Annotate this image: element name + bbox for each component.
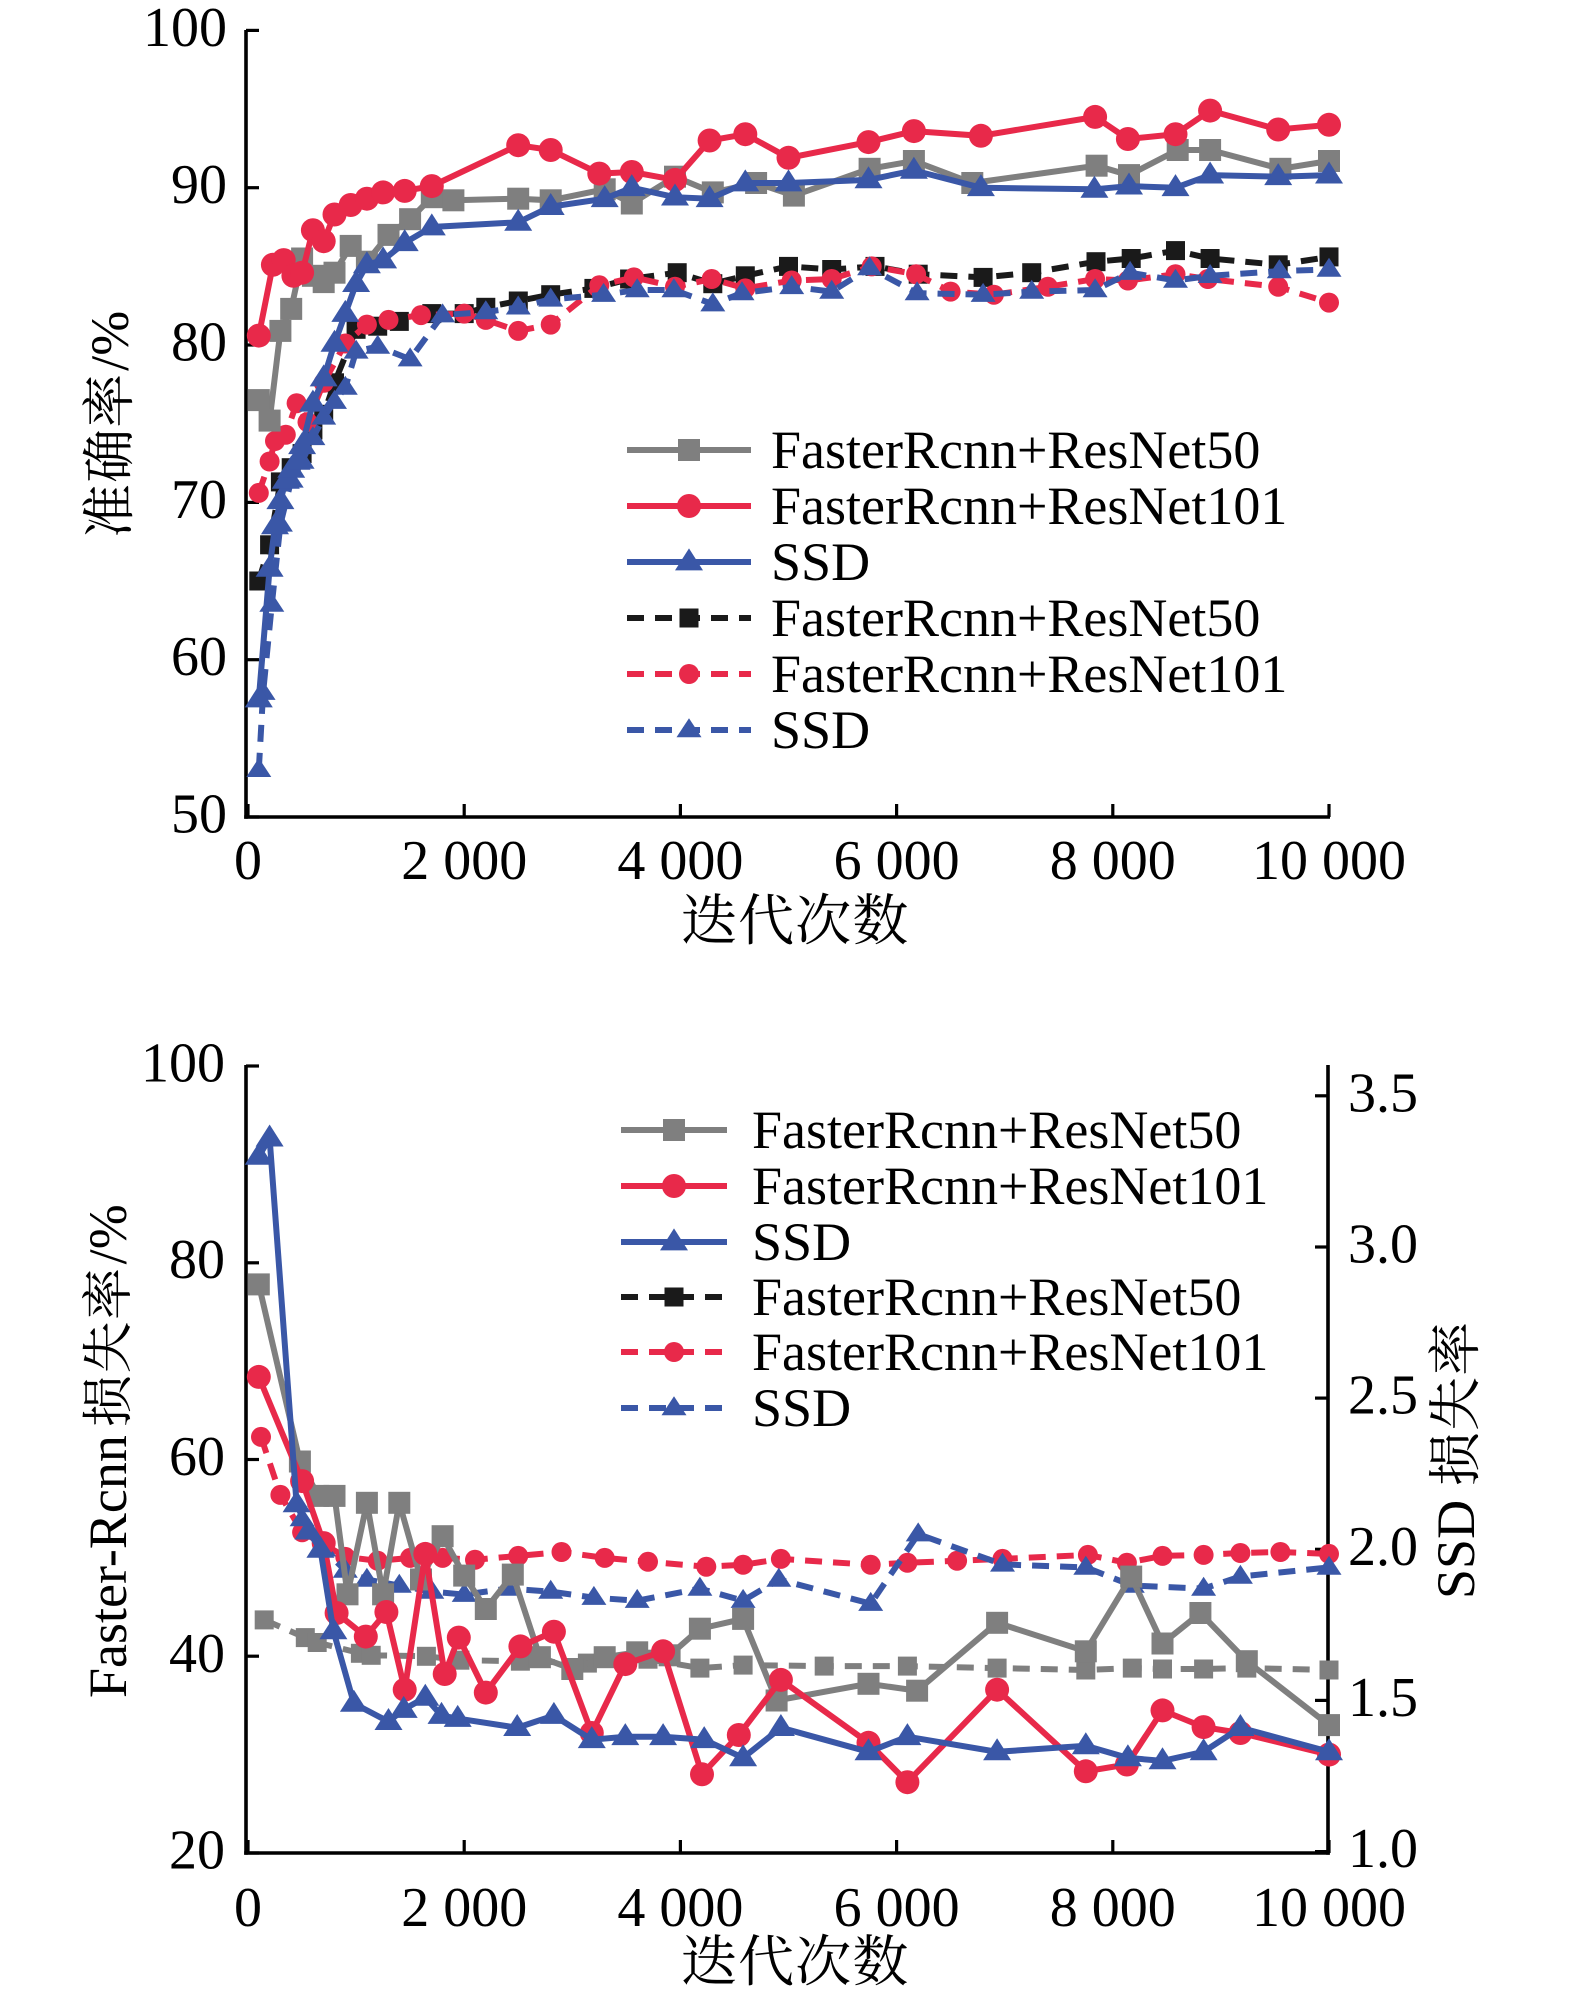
svg-text:FasterRcnn+ResNet101: FasterRcnn+ResNet101 xyxy=(771,476,1287,536)
svg-text:10 000: 10 000 xyxy=(1252,1877,1406,1939)
svg-text:SSD: SSD xyxy=(752,1378,851,1438)
svg-text:FasterRcnn+ResNet101: FasterRcnn+ResNet101 xyxy=(752,1322,1268,1382)
svg-text:2 000: 2 000 xyxy=(401,1877,527,1939)
svg-text:0: 0 xyxy=(234,1877,262,1939)
svg-text:FasterRcnn+ResNet50: FasterRcnn+ResNet50 xyxy=(771,420,1260,480)
svg-text:FasterRcnn+ResNet101: FasterRcnn+ResNet101 xyxy=(771,644,1287,704)
svg-text:2.5: 2.5 xyxy=(1348,1365,1418,1427)
svg-text:FasterRcnn+ResNet50: FasterRcnn+ResNet50 xyxy=(752,1267,1241,1327)
svg-text:60: 60 xyxy=(171,626,227,688)
svg-text:SSD: SSD xyxy=(1426,1500,1486,1599)
svg-text:0: 0 xyxy=(234,830,262,892)
svg-text:Faster-Rcnn: Faster-Rcnn xyxy=(78,1435,138,1698)
svg-text:80: 80 xyxy=(171,312,227,374)
svg-text:2.0: 2.0 xyxy=(1348,1516,1418,1578)
svg-text:80: 80 xyxy=(169,1229,225,1291)
svg-text:FasterRcnn+ResNet50: FasterRcnn+ResNet50 xyxy=(771,588,1260,648)
svg-text:6 000: 6 000 xyxy=(834,830,960,892)
svg-text:60: 60 xyxy=(169,1426,225,1488)
svg-text:1.5: 1.5 xyxy=(1348,1667,1418,1729)
svg-text:70: 70 xyxy=(171,469,227,531)
svg-text:FasterRcnn+ResNet101: FasterRcnn+ResNet101 xyxy=(752,1156,1268,1216)
svg-text:2 000: 2 000 xyxy=(401,830,527,892)
svg-text:3.5: 3.5 xyxy=(1348,1062,1418,1124)
svg-text:8 000: 8 000 xyxy=(1050,1877,1176,1939)
svg-text:6 000: 6 000 xyxy=(834,1877,960,1939)
svg-text:100: 100 xyxy=(141,1033,225,1095)
svg-text:100: 100 xyxy=(143,0,227,59)
svg-text:20: 20 xyxy=(169,1820,225,1882)
svg-text:1.0: 1.0 xyxy=(1348,1818,1418,1880)
svg-text:90: 90 xyxy=(171,154,227,216)
svg-text:4 000: 4 000 xyxy=(617,1877,743,1939)
svg-text:10 000: 10 000 xyxy=(1252,830,1406,892)
svg-text:50: 50 xyxy=(171,784,227,846)
svg-text:SSD: SSD xyxy=(771,532,870,592)
svg-text:/%: /% xyxy=(78,1204,138,1264)
svg-text:FasterRcnn+ResNet50: FasterRcnn+ResNet50 xyxy=(752,1100,1241,1160)
svg-text:40: 40 xyxy=(169,1623,225,1685)
svg-text:8 000: 8 000 xyxy=(1050,830,1176,892)
svg-text:4 000: 4 000 xyxy=(617,830,743,892)
svg-text:SSD: SSD xyxy=(752,1212,851,1272)
svg-text:SSD: SSD xyxy=(771,700,870,760)
svg-text:/%: /% xyxy=(80,311,140,371)
svg-text:3.0: 3.0 xyxy=(1348,1214,1418,1276)
